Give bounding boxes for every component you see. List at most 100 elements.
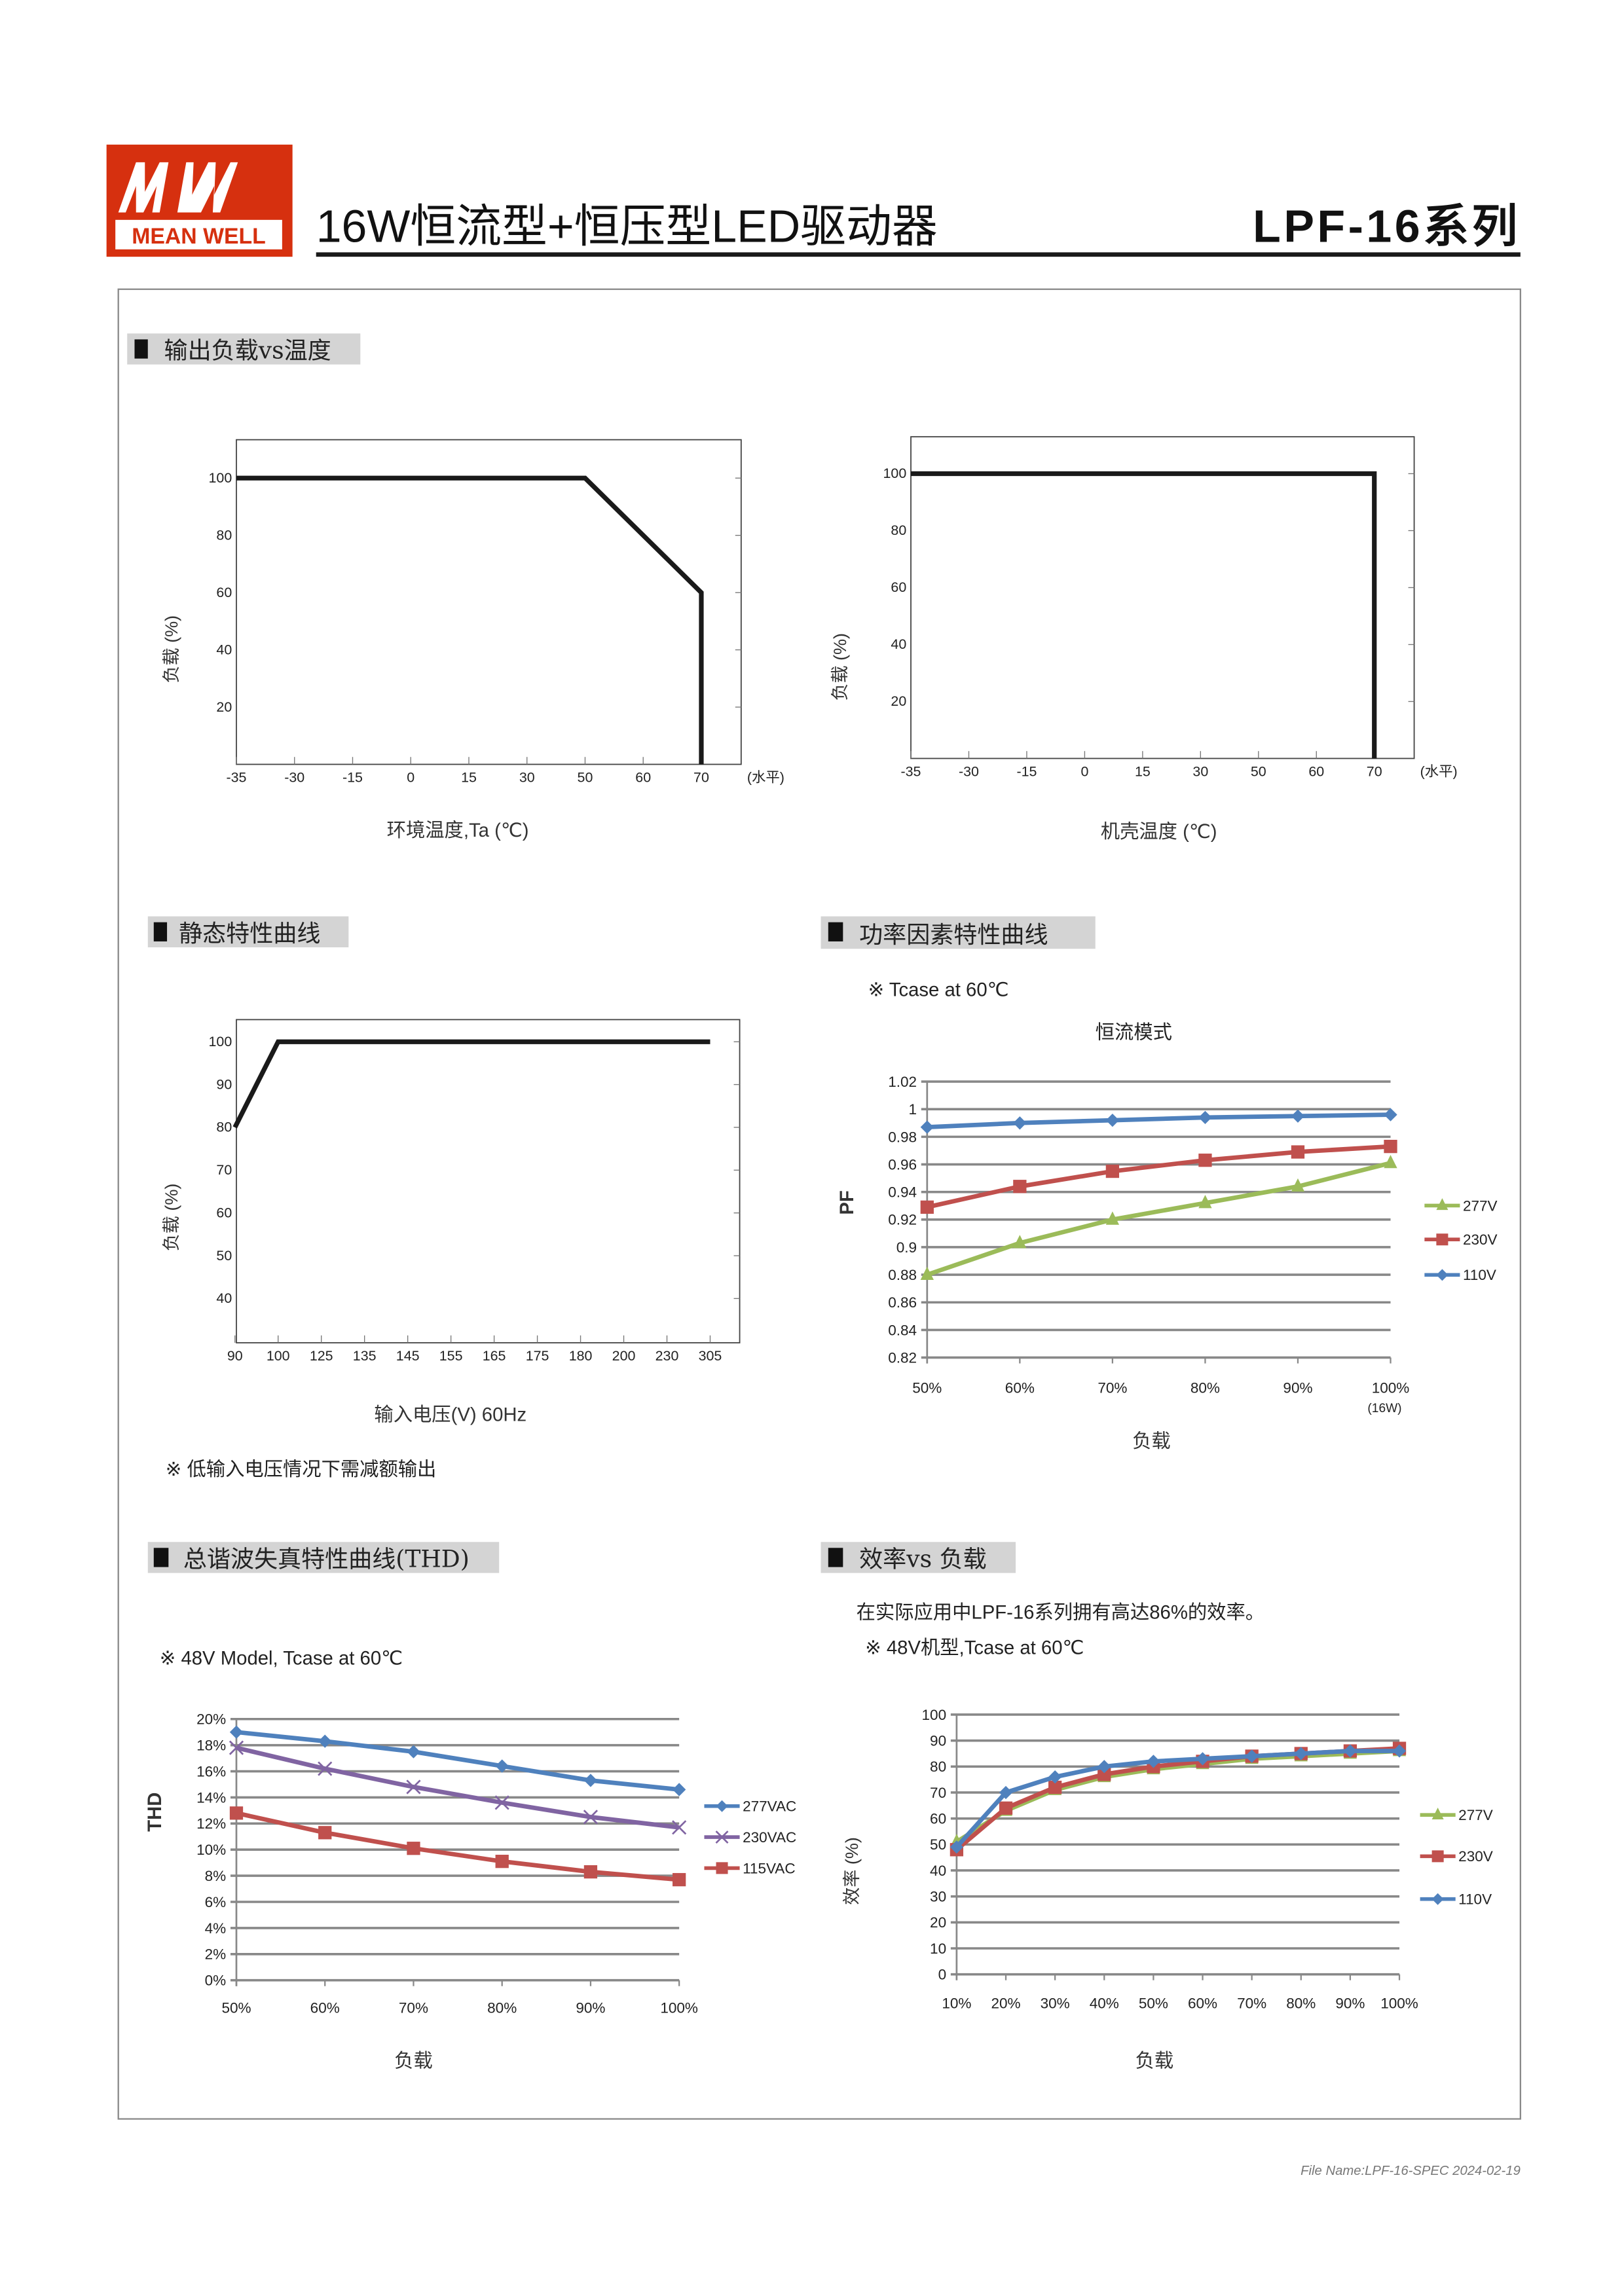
content-frame xyxy=(117,288,1521,2120)
x-tick-label: 0 xyxy=(407,770,415,786)
series-line xyxy=(236,1811,680,1882)
derating-curve xyxy=(232,1039,710,1129)
legend-item: 230V xyxy=(1420,1848,1493,1865)
chart-1: -35 -30 -15 0 15 30 50 60 70 (水平) 20 40 60 80 100 xyxy=(209,439,784,786)
x-tick-label: 50 xyxy=(1251,764,1266,780)
section-thd: 总谐波失真特性曲线(THD) xyxy=(147,1542,500,1573)
diamond-marker xyxy=(1294,1747,1308,1760)
y-tick-label: 2% xyxy=(205,1946,227,1963)
y-tick-label: 40 xyxy=(891,636,906,652)
y-tick-label: 50 xyxy=(216,1248,232,1264)
x-tick-label: 70% xyxy=(399,1999,428,2016)
diamond-marker xyxy=(716,1800,728,1812)
x-tick-label: 30 xyxy=(519,770,535,786)
y-tick-label: 100 xyxy=(209,1034,232,1049)
diamond-marker xyxy=(407,1745,420,1758)
x-tick-label: 180 xyxy=(569,1348,593,1364)
derating-curve xyxy=(911,471,1377,759)
diamond-marker xyxy=(1245,1749,1259,1763)
y-tick-label: 40 xyxy=(216,1290,232,1306)
x-tick-label: -35 xyxy=(227,770,247,786)
y-tick-label: 20 xyxy=(930,1914,946,1931)
y-tick-label: 0.9 xyxy=(896,1239,917,1256)
diamond-marker xyxy=(1291,1109,1305,1123)
legend-label: 230VAC xyxy=(743,1829,796,1846)
header-rule xyxy=(316,252,1521,257)
section-title: 静态特性曲线 xyxy=(179,920,320,947)
x-tick-label: -15 xyxy=(1016,764,1037,780)
legend-item: 277VAC xyxy=(704,1798,796,1815)
legend-item: 277V xyxy=(1420,1807,1493,1823)
y-tick-label: 80 xyxy=(930,1758,946,1775)
x-tick-label: 15 xyxy=(461,770,477,786)
legend-label: 115VAC xyxy=(743,1860,796,1876)
chart-3: 90 100 125 135 145 155 165 175 180 200 230 305 40 50 6… xyxy=(209,1019,741,1364)
y-tick-label: 30 xyxy=(930,1889,946,1905)
x-tick-label: -35 xyxy=(901,764,921,780)
y-tick-label: 0.86 xyxy=(888,1294,917,1311)
x-tick-label: 50% xyxy=(1139,1995,1168,2011)
y-tick-label: 0 xyxy=(938,1967,947,1983)
x-tick-label: 90% xyxy=(576,1999,605,2016)
x-tick-label: 200 xyxy=(612,1348,636,1364)
x-tick-label: 80% xyxy=(1190,1380,1220,1396)
chart-2: -35 -30 -15 0 15 30 50 60 70 (水平) 20 40 60 80 100 xyxy=(883,436,1458,780)
x-tick-label: 0 xyxy=(1080,764,1088,780)
square-marker xyxy=(495,1855,509,1868)
logo-label-box xyxy=(115,219,282,249)
y-tick-label: 12% xyxy=(196,1815,226,1832)
x-marker xyxy=(583,1810,599,1825)
x-unit-label: (水平) xyxy=(1420,764,1458,780)
section-bg xyxy=(147,1542,500,1573)
chart1-ylabel: 负载 (%) xyxy=(162,615,181,683)
square-marker xyxy=(1105,1164,1120,1178)
section-title: 输出负载vs温度 xyxy=(164,337,331,365)
series-line xyxy=(236,1730,680,1792)
plot-frame xyxy=(236,1019,741,1343)
section-static: 静态特性曲线 xyxy=(147,916,349,947)
series-277V xyxy=(920,1155,1397,1280)
x-tick-label: 305 xyxy=(699,1348,722,1364)
series-110V xyxy=(920,1108,1397,1134)
eff-ylabel: 效率 (%) xyxy=(842,1837,862,1905)
y-tick-label: 0.98 xyxy=(888,1129,917,1145)
x-tick-label: 90% xyxy=(1283,1380,1312,1396)
square-marker xyxy=(716,1862,728,1874)
diamond-marker xyxy=(673,1783,686,1796)
y-tick-label: 90 xyxy=(930,1733,946,1749)
square-marker xyxy=(318,1826,332,1840)
legend-item: 230V xyxy=(1424,1231,1498,1248)
x-tick-label: 80% xyxy=(1286,1995,1316,2011)
triangle-marker xyxy=(1013,1235,1027,1248)
diamond-marker xyxy=(1147,1755,1160,1768)
series-line xyxy=(926,1161,1392,1277)
y-tick-label: 18% xyxy=(196,1738,226,1754)
series-line xyxy=(927,1112,1391,1129)
x-tick-label: 15 xyxy=(1135,764,1151,780)
square-marker xyxy=(229,1806,244,1820)
section-title: 总谐波失真特性曲线(THD) xyxy=(183,1546,470,1573)
series-line xyxy=(955,1749,1400,1849)
x-tick-label: -30 xyxy=(284,770,304,786)
x-tick-label: 100% xyxy=(1372,1380,1410,1396)
y-tick-label: 10% xyxy=(196,1842,226,1858)
pf-xlabel: 负载 xyxy=(1132,1430,1171,1452)
x-tick-label: 70 xyxy=(1367,764,1382,780)
y-tick-label: 6% xyxy=(205,1894,227,1910)
square-marker xyxy=(1013,1180,1027,1194)
chart3-ylabel: 负载 (%) xyxy=(162,1184,181,1252)
x-tick-label: 50% xyxy=(912,1380,942,1396)
y-tick-label: 60 xyxy=(891,579,906,595)
chart2-xlabel: 机壳温度 (℃) xyxy=(1101,821,1217,843)
y-tick-label: 60 xyxy=(216,1205,232,1220)
x-tick-label: -15 xyxy=(342,770,363,786)
x-marker xyxy=(715,1831,729,1844)
y-tick-label: 80 xyxy=(891,522,906,538)
diamond-marker xyxy=(950,1840,964,1854)
y-tick-label: 40 xyxy=(930,1863,946,1879)
x-tick-label: 165 xyxy=(483,1348,506,1364)
square-marker xyxy=(1436,1233,1449,1246)
derating-curve xyxy=(236,475,704,765)
square-marker xyxy=(1198,1154,1212,1167)
